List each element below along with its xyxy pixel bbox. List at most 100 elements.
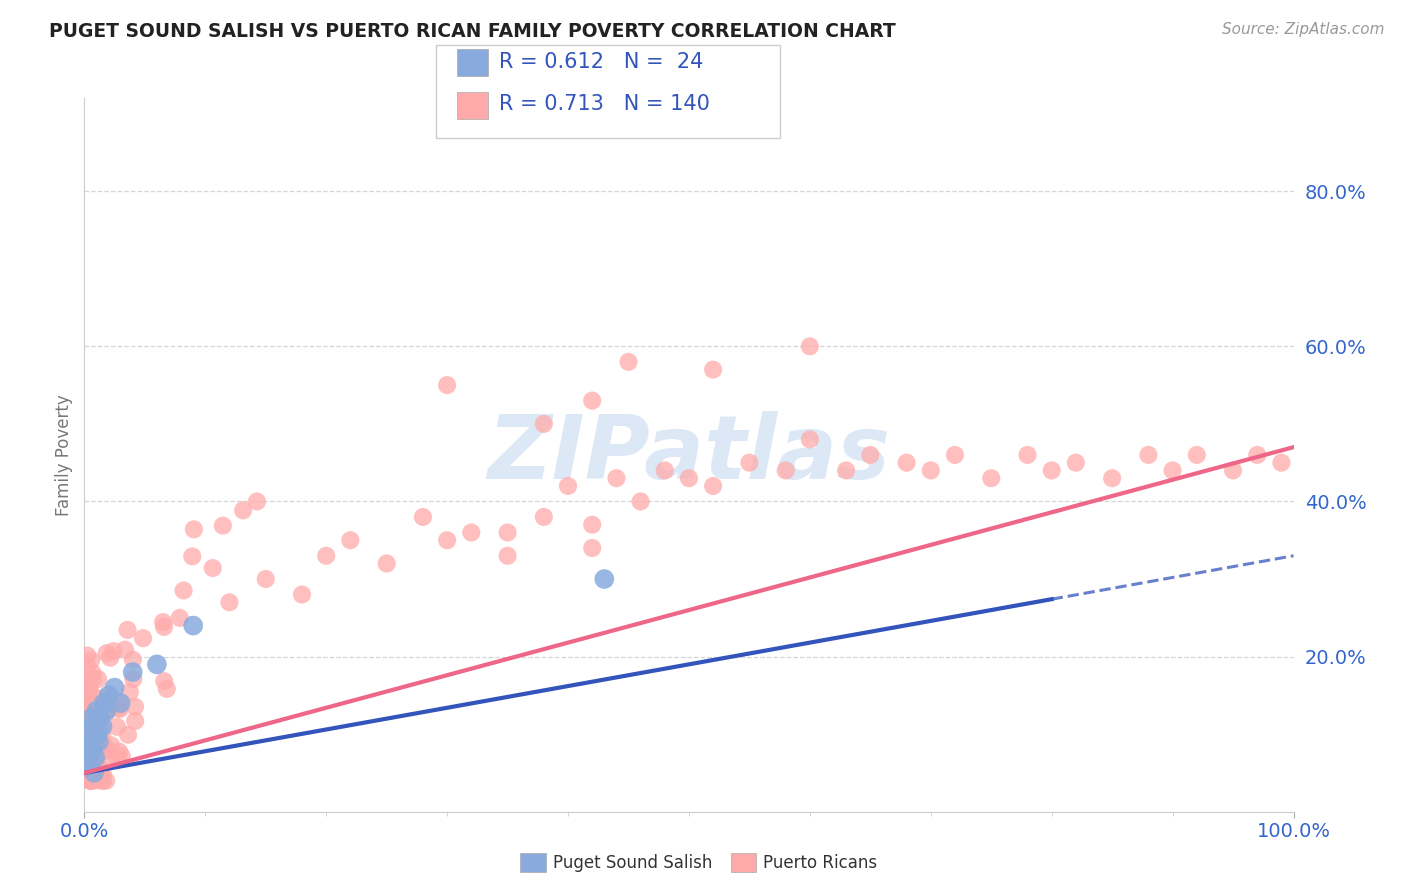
Point <box>152 615 174 629</box>
Point <box>799 339 821 353</box>
Point <box>94 706 117 721</box>
Point <box>533 510 555 524</box>
Point <box>90 691 112 706</box>
Point <box>80 728 103 742</box>
Point <box>117 728 139 742</box>
Point <box>84 703 107 717</box>
Text: R = 0.713   N = 140: R = 0.713 N = 140 <box>499 95 710 114</box>
Point <box>86 704 108 718</box>
Point <box>1017 448 1039 462</box>
Point <box>97 742 120 756</box>
Point <box>79 773 101 788</box>
Point <box>111 749 134 764</box>
Point <box>799 433 821 447</box>
Point <box>702 479 724 493</box>
Point <box>75 739 97 754</box>
Point <box>79 750 101 764</box>
Point <box>86 758 108 772</box>
Point <box>93 737 115 751</box>
Point <box>114 642 136 657</box>
Point <box>75 709 97 723</box>
Point <box>89 733 111 747</box>
Point <box>169 611 191 625</box>
Point <box>1246 448 1268 462</box>
Point <box>86 727 108 741</box>
Point <box>201 561 224 575</box>
Point <box>436 533 458 548</box>
Point <box>90 773 112 788</box>
Point <box>581 517 603 532</box>
Point <box>82 757 104 772</box>
Point <box>82 666 104 681</box>
Point <box>254 572 277 586</box>
Point <box>76 758 98 772</box>
Point <box>124 699 146 714</box>
Point <box>181 618 204 632</box>
Point <box>121 665 143 679</box>
Point <box>920 463 942 477</box>
Point <box>702 362 724 376</box>
Point <box>156 681 179 696</box>
Text: PUGET SOUND SALISH VS PUERTO RICAN FAMILY POVERTY CORRELATION CHART: PUGET SOUND SALISH VS PUERTO RICAN FAMIL… <box>49 22 896 41</box>
Point <box>76 696 98 710</box>
Point <box>122 672 145 686</box>
Point <box>218 595 240 609</box>
Point <box>412 510 434 524</box>
Point <box>678 471 700 485</box>
Point <box>79 773 101 788</box>
Text: Source: ZipAtlas.com: Source: ZipAtlas.com <box>1222 22 1385 37</box>
Point <box>339 533 361 548</box>
Point <box>124 714 146 728</box>
Point <box>91 727 114 741</box>
Point <box>76 678 98 692</box>
Y-axis label: Family Poverty: Family Poverty <box>55 394 73 516</box>
Point <box>557 479 579 493</box>
Point <box>593 572 616 586</box>
Point <box>93 744 115 758</box>
Point <box>76 736 98 750</box>
Point <box>77 750 100 764</box>
Point <box>76 648 98 663</box>
Point <box>108 696 131 710</box>
Point <box>738 456 761 470</box>
Point <box>86 743 108 757</box>
Point <box>83 728 105 742</box>
Point <box>84 770 107 784</box>
Point <box>89 762 111 776</box>
Point <box>859 448 882 462</box>
Point <box>80 653 103 667</box>
Point <box>291 588 314 602</box>
Point <box>75 745 97 759</box>
Point <box>232 503 254 517</box>
Point <box>654 463 676 477</box>
Point <box>86 698 108 713</box>
Point <box>75 742 97 756</box>
Point <box>96 773 118 788</box>
Point <box>896 456 918 470</box>
Point <box>82 742 104 756</box>
Point <box>75 714 97 729</box>
Point <box>436 378 458 392</box>
Point <box>79 754 101 768</box>
Point <box>1185 448 1208 462</box>
Point <box>1064 456 1087 470</box>
Point <box>533 417 555 431</box>
Point <box>103 644 125 658</box>
Point <box>84 730 107 744</box>
Point <box>91 773 114 788</box>
Point <box>83 766 105 780</box>
Point <box>87 672 110 686</box>
Point <box>980 471 1002 485</box>
Point <box>100 753 122 767</box>
Point <box>77 763 100 777</box>
Point <box>1161 463 1184 477</box>
Point <box>91 719 114 733</box>
Point <box>375 557 398 571</box>
Point <box>122 653 145 667</box>
Point <box>80 719 103 733</box>
Point <box>315 549 337 563</box>
Point <box>246 494 269 508</box>
Text: R = 0.612   N =  24: R = 0.612 N = 24 <box>499 52 703 71</box>
Point <box>146 657 169 672</box>
Point <box>581 541 603 555</box>
